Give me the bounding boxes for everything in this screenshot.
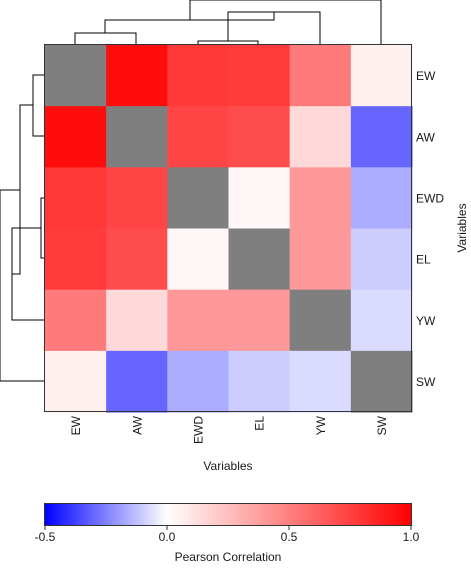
column-label: YW	[314, 415, 328, 435]
heatmap-cell	[228, 228, 291, 291]
heatmap-cell	[167, 350, 230, 413]
column-label: SW	[375, 415, 389, 435]
heatmap-cell	[350, 350, 413, 413]
heatmap-cell	[228, 167, 291, 230]
heatmap-cell	[106, 106, 168, 168]
heatmap-cell	[289, 106, 352, 168]
row-labels: EW AW EWD EL YW SW	[416, 69, 444, 389]
heatmap-cell	[106, 167, 168, 230]
colorbar-tick-label: 0.5	[281, 530, 298, 544]
heatmap-cell	[167, 289, 230, 352]
column-label: EW	[69, 415, 83, 435]
heatmap-cell	[289, 228, 352, 291]
colorbar	[44, 503, 412, 526]
heatmap-cell	[45, 228, 107, 291]
heatmap-cell	[45, 167, 107, 230]
y-axis-label: Variables	[455, 203, 469, 252]
column-label: EL	[253, 416, 267, 431]
heatmap-cell	[106, 289, 168, 352]
row-label: YW	[416, 314, 436, 328]
heatmap-cell	[350, 228, 413, 291]
heatmap-cell	[289, 350, 352, 413]
row-label: SW	[416, 375, 436, 389]
heatmap-cell	[167, 45, 230, 107]
heatmap-cell	[106, 228, 168, 291]
heatmap-frame	[44, 44, 412, 412]
row-label: EL	[416, 253, 431, 267]
heatmap-cell	[45, 106, 107, 168]
heatmap-cell	[45, 45, 107, 107]
heatmap-cell	[228, 106, 291, 168]
column-label: EWD	[191, 416, 205, 444]
colorbar-tick-label: 0.0	[159, 530, 176, 544]
heatmap-cell	[106, 45, 168, 107]
heatmap-cell	[45, 289, 107, 352]
heatmap-cell	[106, 350, 168, 413]
heatmap-cell	[167, 228, 230, 291]
heatmap-cell	[167, 106, 230, 168]
heatmap-cell	[350, 289, 413, 352]
heatmap-cell	[228, 350, 291, 413]
column-dendrogram	[74, 0, 382, 45]
row-label: EW	[416, 69, 436, 83]
row-label: EWD	[416, 191, 444, 205]
heatmap-cell	[350, 167, 413, 230]
heatmap-cell	[350, 45, 413, 107]
heatmap-cells	[45, 45, 413, 413]
heatmap-cell	[289, 167, 352, 230]
heatmap-cell	[167, 167, 230, 230]
heatmap-cell	[289, 45, 352, 107]
heatmap-cell	[228, 45, 291, 107]
colorbar-tick-label: 1.0	[403, 530, 420, 544]
colorbar-tick-label: -0.5	[35, 530, 56, 544]
colorbar-label: Pearson Correlation	[175, 550, 282, 563]
heatmap-cell	[228, 289, 291, 352]
row-label: AW	[416, 130, 436, 144]
colorbar-ticks: -0.5 0.0 0.5 1.0	[35, 526, 420, 544]
heatmap-cell	[45, 350, 107, 413]
heatmap-cell	[289, 289, 352, 352]
column-labels: EW AW EWD EL YW SW	[69, 415, 389, 444]
row-dendrogram	[0, 74, 44, 382]
x-axis-label: Variables	[203, 459, 252, 473]
column-label: AW	[130, 415, 144, 435]
heatmap-cell	[350, 106, 413, 168]
